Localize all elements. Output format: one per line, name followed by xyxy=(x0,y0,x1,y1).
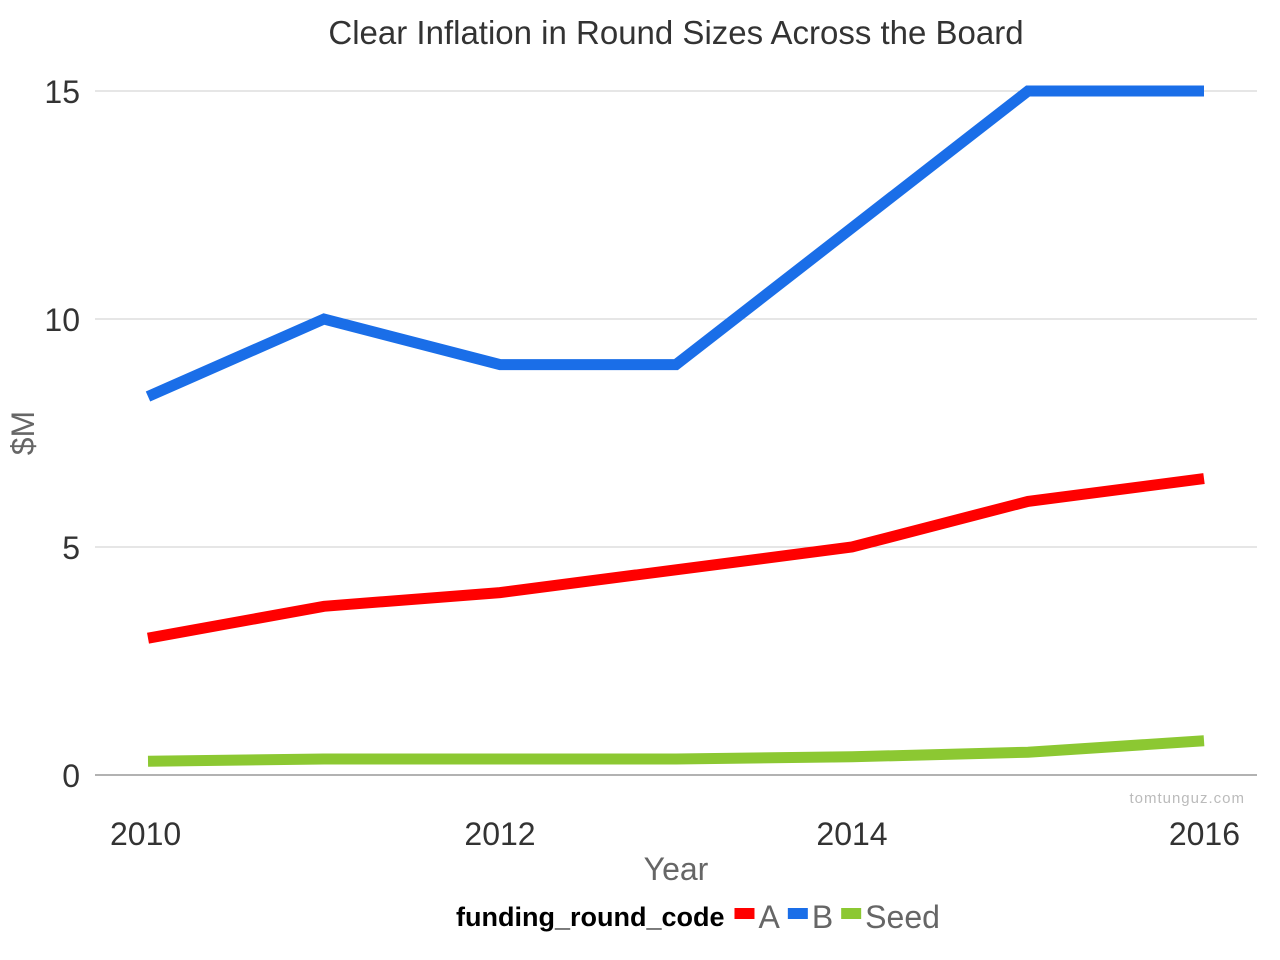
x-tick-label: 2014 xyxy=(816,816,887,852)
series-lines xyxy=(145,85,1205,767)
y-tick-label: 5 xyxy=(62,530,80,566)
legend-label-b: B xyxy=(812,899,833,935)
x-axis-ticks: 2010 2012 2014 2016 xyxy=(110,816,1240,852)
y-tick-label: 15 xyxy=(44,74,80,110)
legend-swatch-seed xyxy=(841,908,862,919)
legend-label-seed: Seed xyxy=(865,899,940,935)
legend-swatch-b xyxy=(787,908,808,919)
legend: funding_round_code A B Seed xyxy=(456,899,940,935)
series-line-b xyxy=(145,85,1204,402)
gridlines xyxy=(95,90,1257,776)
y-tick-label: 0 xyxy=(62,758,80,794)
x-tick-label: 2012 xyxy=(464,816,535,852)
credit-watermark: tomtunguz.com xyxy=(1129,790,1245,807)
chart-title: Clear Inflation in Round Sizes Across th… xyxy=(328,14,1023,51)
x-tick-label: 2010 xyxy=(110,816,181,852)
y-tick-label: 10 xyxy=(44,302,80,338)
series-line-seed xyxy=(147,735,1205,767)
series-line-a xyxy=(147,473,1205,644)
legend-swatch-a xyxy=(734,908,755,919)
y-axis-title: $M xyxy=(5,411,41,455)
y-axis-ticks: 0 5 10 15 xyxy=(44,74,80,794)
x-axis-title: Year xyxy=(644,851,709,887)
x-tick-label: 2016 xyxy=(1169,816,1240,852)
legend-title: funding_round_code xyxy=(456,902,724,932)
legend-label-a: A xyxy=(758,899,780,935)
